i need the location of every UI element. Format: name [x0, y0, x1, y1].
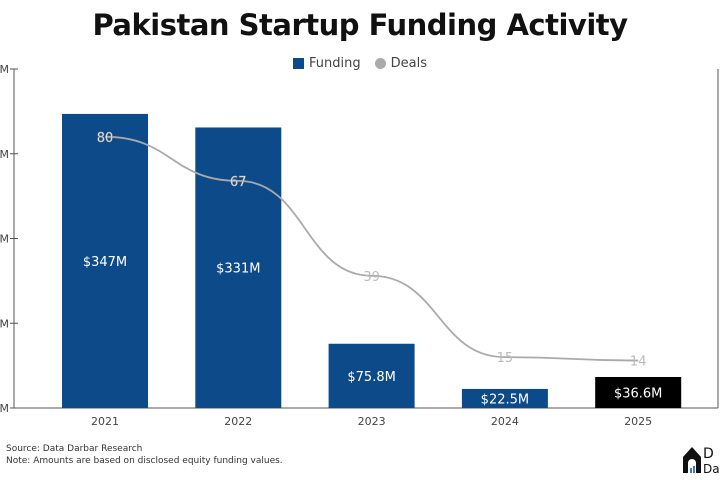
y-tick-label: $0M [0, 402, 9, 415]
bar-label: $36.6M [614, 386, 662, 401]
bar-2024 [461, 388, 548, 408]
deals-label: 67 [230, 175, 247, 190]
y-tick-label: $300M [0, 148, 9, 161]
legend-funding[interactable]: Funding [293, 56, 361, 71]
legend-deals[interactable]: Deals [374, 56, 427, 71]
chart-plot: $0M $100M $200M $300M $400M $347M 2021 $331M 202… [0, 63, 719, 428]
footer: Source: Data Darbar Research Note: Amoun… [6, 443, 283, 467]
bar-label: $331M [216, 262, 260, 277]
svg-text:D: D [703, 446, 714, 462]
chart-title: Pakistan Startup Funding Activity [92, 8, 628, 42]
deals-label: 15 [497, 351, 514, 366]
deals-label: 39 [363, 270, 380, 285]
deals-label: 80 [97, 131, 114, 146]
bar-2021 [62, 113, 148, 408]
note-text: Note: Amounts are based on disclosed equ… [6, 456, 283, 466]
bar-2022 [195, 127, 282, 408]
legend-label: Deals [390, 56, 427, 71]
bar-2023 [328, 343, 415, 408]
x-tick-label: 2022 [224, 415, 252, 428]
deals-label: 14 [630, 355, 647, 370]
bar-2025 [595, 376, 682, 408]
x-tick-label: 2025 [624, 415, 652, 428]
deals-line [104, 135, 639, 362]
funding-swatch [293, 58, 305, 69]
legend: Funding Deals [0, 56, 720, 71]
y-tick-label: $400M [0, 63, 9, 76]
bar-label: $347M [83, 255, 127, 270]
y-tick-label: $100M [0, 317, 9, 330]
y-tick-label: $200M [0, 233, 9, 246]
source-text: Source: Data Darbar Research [6, 444, 143, 454]
svg-text:Dar: Dar [703, 462, 720, 475]
x-tick-label: 2023 [358, 415, 386, 428]
data-darbar-logo: DDar [683, 446, 720, 475]
legend-label: Funding [309, 56, 361, 71]
x-tick-label: 2021 [91, 415, 119, 428]
deals-swatch [374, 58, 386, 69]
x-tick-label: 2024 [491, 415, 519, 428]
bar-label: $22.5M [481, 392, 529, 407]
bar-label: $75.8M [347, 370, 395, 385]
